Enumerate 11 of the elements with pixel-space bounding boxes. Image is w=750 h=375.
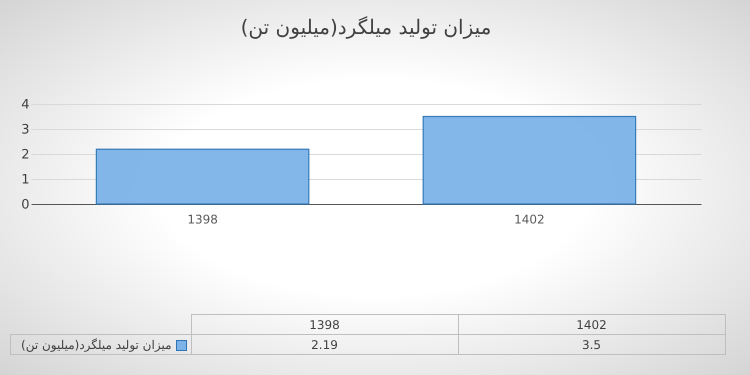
y-tick-label: 2 xyxy=(21,148,30,162)
legend-label: میزان تولید میلگرد(میلیون تن) xyxy=(10,334,191,354)
category-label: 1398 xyxy=(309,318,340,332)
y-tick-label: 3 xyxy=(21,122,30,138)
y-tick-label: 1 xyxy=(21,172,30,188)
chart-title: میزان تولید میلگرد(میلیون تن) xyxy=(240,15,492,39)
y-tick-label: 4 xyxy=(21,98,30,112)
data-label: 3.5 xyxy=(458,334,725,354)
data-label: 2.19 xyxy=(191,334,458,354)
category-label: 1402 xyxy=(576,318,607,332)
y-tick-label: 0 xyxy=(21,198,30,212)
